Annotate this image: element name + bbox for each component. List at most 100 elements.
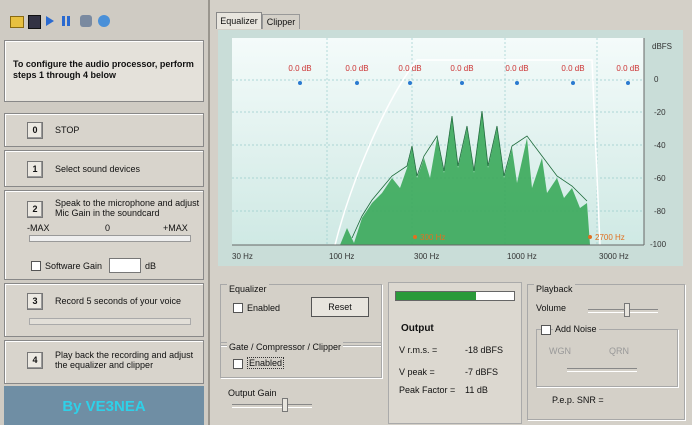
add-noise-label: Add Noise	[553, 324, 599, 334]
save-icon[interactable]	[28, 15, 41, 29]
gain-max: +MAX	[163, 223, 188, 233]
step-label: Select sound devices	[55, 164, 141, 174]
noise-option[interactable]: QRN	[609, 346, 629, 356]
intro-box: To configure the audio processor, perfor…	[4, 40, 204, 102]
step-button[interactable]: 4	[27, 352, 43, 369]
band-gain: 0.0 dB	[288, 64, 311, 73]
output-row-label: Peak Factor =	[399, 385, 456, 395]
tab-clipper[interactable]: Clipper	[262, 14, 300, 29]
volume-slider[interactable]	[588, 309, 658, 313]
band-handle[interactable]	[626, 81, 630, 85]
band-handle[interactable]	[515, 81, 519, 85]
software-gain-label: Software Gain	[45, 261, 103, 271]
intro-text: To configure the audio processor, perfor…	[13, 59, 194, 80]
gain-meter	[29, 235, 191, 242]
step-button[interactable]: 2	[27, 201, 43, 218]
band-gain: 0.0 dB	[450, 64, 473, 73]
step-1: 1 Select sound devices	[4, 150, 204, 187]
gate-group: Gate / Compressor / Clipper Enabled	[220, 342, 382, 378]
software-gain-unit: dB	[145, 261, 157, 271]
slider-thumb[interactable]	[282, 398, 288, 412]
noise-slider[interactable]	[567, 368, 637, 372]
equalizer-chart: 0.0 dB 0.0 dB 0.0 dB 0.0 dB 0.0 dB 0.0 d…	[218, 30, 683, 266]
equalizer-enabled-checkbox[interactable]	[233, 303, 243, 313]
group-title: Equalizer	[227, 284, 269, 294]
y-tick-label: -80	[654, 207, 666, 216]
volume-label: Volume	[536, 303, 567, 313]
band-gain: 0.0 dB	[561, 64, 584, 73]
software-gain-spinner[interactable]	[109, 258, 141, 273]
spectrum-peak	[351, 110, 588, 239]
equalizer-group: Equalizer Enabled Reset	[220, 284, 382, 346]
band-handle[interactable]	[408, 81, 412, 85]
output-row-value: -7 dBFS	[465, 367, 499, 377]
output-row-value: -18 dBFS	[465, 345, 504, 355]
level-bar	[396, 292, 476, 300]
reset-button[interactable]: Reset	[311, 297, 369, 317]
step-label: Speak to the microphone and adjust Mic G…	[55, 198, 200, 218]
noise-option[interactable]: WGN	[549, 346, 571, 356]
band-handle[interactable]	[460, 81, 464, 85]
output-title: Output	[401, 323, 434, 334]
output-gain-slider[interactable]	[232, 404, 312, 408]
y-unit: dBFS	[652, 42, 672, 51]
help-icon[interactable]	[98, 15, 110, 27]
checkbox-label: Enabled	[247, 357, 285, 369]
x-tick-label: 30 Hz	[232, 252, 253, 261]
x-tick-label: 300 Hz	[414, 252, 439, 261]
step-label: Play back the recording and adjust the e…	[55, 350, 194, 370]
gain-min: -MAX	[27, 223, 50, 233]
open-icon[interactable]	[10, 16, 24, 28]
y-tick-label: -100	[650, 240, 667, 249]
playback-group: Playback Volume Add Noise WGN QRN P.e.p.…	[527, 284, 685, 420]
low-cut-handle[interactable]	[413, 235, 417, 239]
tab-equalizer[interactable]: Equalizer	[216, 12, 262, 29]
band-handle[interactable]	[571, 81, 575, 85]
high-cut-label: 2700 Hz	[595, 233, 625, 242]
group-title: Playback	[534, 284, 575, 294]
settings-icon[interactable]	[80, 15, 92, 27]
footer-text: By VE3NEA	[62, 398, 146, 415]
step-button[interactable]: 3	[27, 293, 43, 310]
low-cut-label: 300 Hz	[420, 233, 445, 242]
add-noise-checkbox[interactable]	[541, 325, 551, 335]
band-gain: 0.0 dB	[345, 64, 368, 73]
software-gain-checkbox[interactable]	[31, 261, 41, 271]
footer: By VE3NEA	[4, 386, 204, 425]
step-button[interactable]: 0	[27, 122, 43, 139]
band-handle[interactable]	[355, 81, 359, 85]
step-label: STOP	[55, 125, 80, 135]
high-cut-handle[interactable]	[588, 235, 592, 239]
output-row-label: V r.m.s. =	[399, 345, 438, 355]
spectrum	[340, 113, 590, 245]
output-row-value: 11 dB	[465, 385, 488, 395]
level-meter	[395, 291, 515, 301]
x-tick-label: 1000 Hz	[507, 252, 537, 261]
x-tick-label: 100 Hz	[329, 252, 354, 261]
slider-thumb[interactable]	[624, 303, 630, 317]
band-gain: 0.0 dB	[398, 64, 421, 73]
pause-icon[interactable]	[62, 16, 65, 26]
band-gain: 0.0 dB	[505, 64, 528, 73]
gate-enabled-checkbox[interactable]	[233, 359, 243, 369]
snr-label: P.e.p. SNR =	[552, 395, 604, 405]
step-4: 4 Play back the recording and adjust the…	[4, 340, 204, 384]
step-2: 2 Speak to the microphone and adjust Mic…	[4, 190, 204, 280]
output-row-label: V peak =	[399, 367, 435, 377]
filter-curve	[334, 59, 601, 246]
step-3: 3 Record 5 seconds of your voice	[4, 283, 204, 337]
record-progress	[29, 318, 191, 325]
y-tick-label: -60	[654, 174, 666, 183]
step-button[interactable]: 1	[27, 161, 43, 178]
left-panel: To configure the audio processor, perfor…	[0, 0, 210, 425]
y-tick-label: -40	[654, 141, 666, 150]
output-panel: Output V r.m.s. = -18 dBFS V peak = -7 d…	[388, 282, 522, 424]
toolbar	[4, 10, 204, 34]
x-tick-label: 3000 Hz	[599, 252, 629, 261]
band-handle[interactable]	[298, 81, 302, 85]
play-icon[interactable]	[46, 16, 54, 26]
band-gain: 0.0 dB	[616, 64, 639, 73]
y-tick-label: -20	[654, 108, 666, 117]
output-gain-label: Output Gain	[228, 388, 277, 398]
